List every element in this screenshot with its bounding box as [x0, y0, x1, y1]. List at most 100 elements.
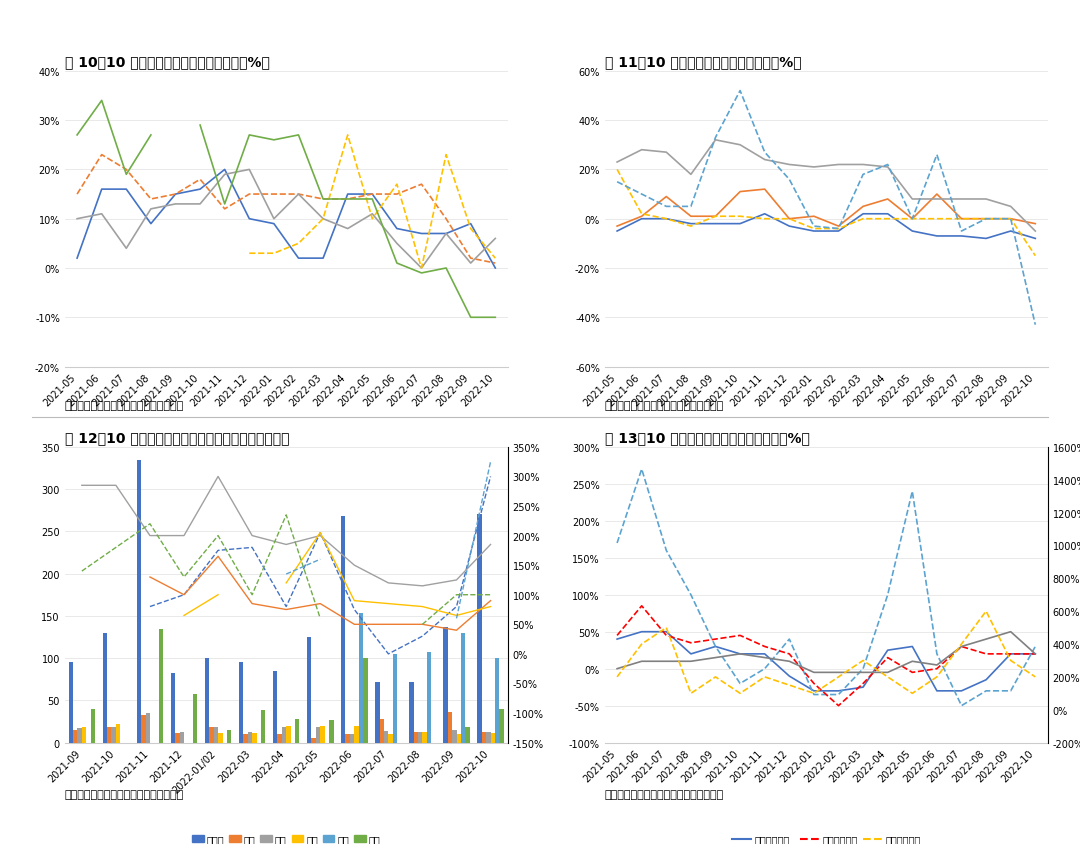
Bar: [499, 709, 504, 743]
亿田: [366, 209, 379, 219]
亿田（右轴）: [635, 639, 648, 649]
美的: [906, 195, 919, 205]
老板: [980, 214, 993, 225]
美的: [366, 190, 379, 200]
帅丰: [292, 131, 305, 141]
亿田（右轴）: [980, 606, 993, 616]
火星人: [145, 219, 158, 230]
亿田: [783, 175, 796, 185]
火星人: [120, 185, 133, 195]
美大（左轴）: [881, 646, 894, 656]
Bar: [146, 713, 150, 743]
美的（左轴）: [660, 630, 673, 641]
美的: [489, 258, 502, 268]
老板: [758, 214, 771, 225]
亿田: [168, 200, 181, 210]
Bar: [193, 695, 198, 743]
老板（左轴）: [635, 657, 648, 667]
亿田（右轴）: [906, 689, 919, 699]
Bar: [111, 727, 116, 743]
Text: 数据来源：奥维云网、国泰君安证券研究: 数据来源：奥维云网、国泰君安证券研究: [65, 401, 184, 411]
帅丰: [316, 195, 329, 205]
美的: [856, 160, 869, 170]
美大（左轴）: [856, 682, 869, 692]
美的: [1029, 227, 1042, 237]
Bar: [477, 515, 482, 743]
Bar: [350, 734, 354, 743]
美大（左轴）: [610, 635, 623, 645]
Bar: [307, 637, 311, 743]
Bar: [159, 629, 163, 743]
美的: [955, 195, 968, 205]
帅丰: [415, 268, 428, 279]
美的: [95, 150, 108, 160]
亿田: [685, 202, 698, 212]
美大（左轴）: [955, 686, 968, 696]
美的: [391, 190, 404, 200]
美大（左轴）: [660, 627, 673, 637]
Bar: [409, 682, 414, 743]
美的（左轴）: [1029, 649, 1042, 659]
美的（左轴）: [856, 679, 869, 689]
美大（左轴）: [758, 649, 771, 659]
火星人（左轴）: [660, 546, 673, 556]
Bar: [141, 715, 146, 743]
火星人: [708, 212, 721, 222]
亿田: [955, 227, 968, 237]
美的: [316, 195, 329, 205]
美的: [808, 163, 821, 173]
美的（左轴）: [1004, 649, 1017, 659]
老板: [906, 214, 919, 225]
火星人: [685, 212, 698, 222]
名气: [243, 249, 256, 259]
Bar: [137, 460, 141, 743]
Bar: [214, 728, 218, 743]
Bar: [103, 633, 107, 743]
亿田（右轴）: [808, 689, 821, 699]
美的: [292, 190, 305, 200]
火星人: [832, 222, 845, 232]
美的（左轴）: [881, 652, 894, 663]
Bar: [73, 730, 78, 743]
美的: [635, 145, 648, 155]
美大（左轴）: [685, 649, 698, 659]
Bar: [393, 654, 397, 743]
Line: 美的（左轴）: 美的（左轴）: [617, 606, 1036, 706]
老板（左轴）: [708, 652, 721, 663]
美的: [193, 175, 206, 185]
美的（左轴）: [980, 649, 993, 659]
火星人: [464, 219, 477, 230]
火星人: [415, 230, 428, 240]
亿田: [415, 263, 428, 273]
Bar: [311, 738, 315, 743]
美大（左轴）: [906, 641, 919, 652]
老板（左轴）: [906, 657, 919, 667]
美的: [610, 158, 623, 168]
Legend: 美大, 火星人, 美的, 老板, 亿田: 美大, 火星人, 美的, 老板, 亿田: [720, 455, 932, 473]
美大: [1004, 227, 1017, 237]
老板（左轴）: [930, 660, 944, 670]
美大（左轴）: [1029, 649, 1042, 659]
老板（左轴）: [881, 668, 894, 678]
亿田: [930, 150, 944, 160]
帅丰: [193, 121, 206, 131]
美大（左轴）: [832, 686, 845, 696]
Bar: [273, 671, 278, 743]
Bar: [486, 733, 490, 743]
火星人（左轴）: [733, 679, 746, 689]
老板（左轴）: [856, 668, 869, 678]
Bar: [295, 719, 299, 743]
火星人: [168, 190, 181, 200]
火星人（左轴）: [1004, 686, 1017, 696]
Bar: [418, 733, 422, 743]
美的: [341, 195, 354, 205]
美大: [635, 214, 648, 225]
老板（左轴）: [758, 652, 771, 663]
亿田: [881, 160, 894, 170]
亿田（右轴）: [610, 672, 623, 682]
火星人: [366, 190, 379, 200]
Bar: [68, 663, 73, 743]
火星人: [733, 187, 746, 197]
美大（左轴）: [708, 641, 721, 652]
火星人（左轴）: [708, 641, 721, 652]
